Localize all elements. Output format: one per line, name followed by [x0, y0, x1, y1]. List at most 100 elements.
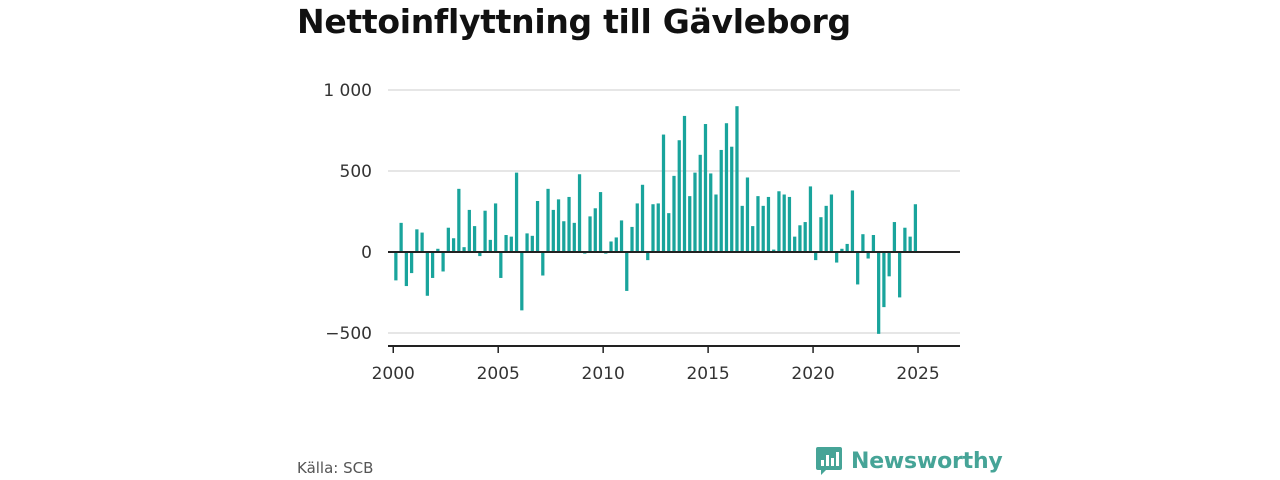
- bar: [409, 252, 414, 274]
- x-tick-label: 2010: [582, 364, 625, 384]
- bar: [646, 252, 650, 261]
- bar: [766, 196, 771, 253]
- bar: [425, 252, 429, 296]
- bar: [577, 174, 582, 253]
- bar: [661, 134, 666, 253]
- bar: [782, 194, 786, 253]
- brand-logo: Newsworthy: [815, 446, 1003, 476]
- bar: [420, 232, 424, 253]
- bar: [824, 205, 828, 253]
- bar: [845, 243, 849, 253]
- bar: [415, 229, 419, 253]
- y-tick-label: 500: [340, 162, 372, 182]
- bar: [877, 252, 881, 334]
- bar: [504, 235, 508, 253]
- bar: [772, 249, 776, 253]
- bar: [840, 248, 844, 253]
- bar: [903, 227, 907, 253]
- y-tick-label: 1 000: [323, 81, 372, 101]
- bar: [619, 220, 624, 253]
- y-tick-label: −500: [325, 324, 372, 344]
- bar: [667, 213, 671, 253]
- bar: [394, 252, 398, 281]
- bar: [656, 203, 660, 253]
- bar: [399, 222, 403, 253]
- bar: [887, 252, 891, 277]
- bar: [856, 252, 860, 285]
- bar: [861, 234, 865, 253]
- bar: [614, 237, 618, 253]
- bar: [898, 252, 902, 298]
- bar: [698, 154, 702, 253]
- x-tick-label: 2005: [477, 364, 520, 384]
- bar: [593, 208, 597, 253]
- bar: [756, 196, 760, 253]
- bar: [777, 191, 781, 253]
- bar: [556, 199, 561, 253]
- bar: [436, 248, 440, 253]
- bar: [551, 209, 555, 253]
- source-label: Källa: SCB: [297, 459, 374, 477]
- bar: [598, 192, 603, 253]
- bar: [819, 217, 823, 253]
- bar: [882, 252, 886, 308]
- bar: [829, 194, 834, 253]
- x-tick-label: 2000: [372, 364, 415, 384]
- bar: [567, 196, 571, 253]
- x-tick-label: 2025: [896, 364, 939, 384]
- bar: [472, 226, 477, 253]
- bar: [892, 222, 897, 253]
- bar: [908, 236, 912, 253]
- bar: [866, 252, 870, 259]
- bar-chart-speech-bubble-icon: [816, 447, 842, 475]
- bar: [457, 188, 461, 253]
- bar: [850, 190, 855, 253]
- grid-lines: [388, 89, 960, 334]
- bar: [609, 241, 613, 253]
- bar: [677, 140, 681, 253]
- bar: [703, 124, 708, 253]
- bar: [871, 235, 876, 253]
- bar: [693, 172, 697, 253]
- bar: [682, 115, 687, 253]
- x-tick-label: 2015: [686, 364, 729, 384]
- x-tick-label: 2020: [791, 364, 834, 384]
- bar: [546, 188, 550, 253]
- bar: [441, 252, 445, 272]
- bar: [520, 252, 524, 311]
- bar: [625, 252, 629, 291]
- bar: [672, 175, 676, 253]
- bar: [735, 106, 739, 253]
- bar: [793, 236, 797, 253]
- bar: [787, 196, 792, 253]
- bar: [572, 222, 576, 253]
- bar: [467, 209, 471, 253]
- bar: [404, 252, 408, 287]
- bar: [630, 226, 634, 253]
- bar: [430, 252, 435, 278]
- bar: [814, 252, 818, 261]
- bar: [514, 172, 519, 253]
- bar: [535, 200, 540, 253]
- bar: [493, 203, 498, 253]
- bar: [730, 146, 734, 253]
- bar: [719, 149, 723, 253]
- bar: [751, 226, 755, 253]
- bar: [483, 210, 487, 253]
- bar: [525, 233, 529, 253]
- bar: [635, 203, 639, 253]
- bar: [761, 205, 765, 253]
- bar: [724, 123, 729, 253]
- bar: [835, 252, 839, 263]
- bar: [688, 196, 692, 253]
- bar: [709, 173, 713, 253]
- bar: [651, 204, 655, 253]
- bar: [913, 204, 918, 253]
- bar: [541, 252, 545, 276]
- chart-title: Nettoinflyttning till Gävleborg: [297, 2, 851, 41]
- bar-series: [394, 106, 918, 334]
- bar: [714, 194, 718, 253]
- bar: [798, 225, 802, 253]
